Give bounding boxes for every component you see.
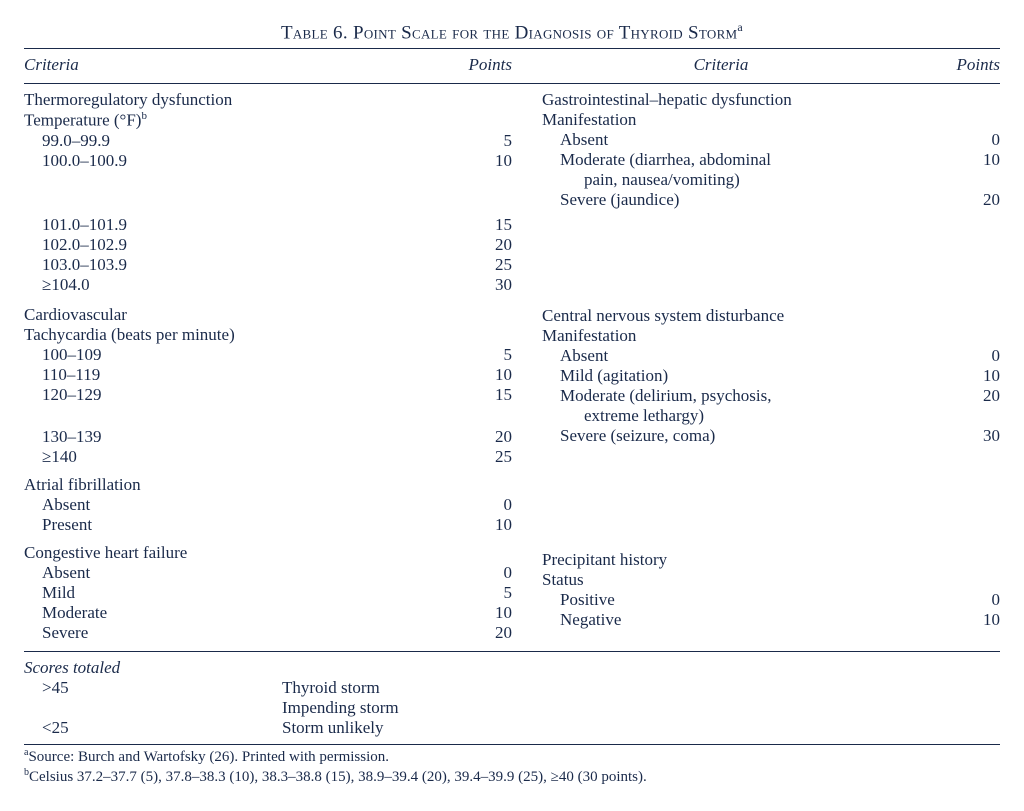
table-row: 102.0–102.920 — [24, 235, 512, 255]
table-row: 130–13920 — [24, 427, 512, 447]
subhead-cns-manifestation: Manifestation — [542, 326, 1000, 346]
subhead-temperature: Temperature (°F)b — [24, 110, 512, 131]
title-text: Point Scale for the Diagnosis of Thyroid… — [353, 22, 737, 43]
table-row: Absent0 — [24, 563, 512, 583]
scores-heading: Scores totaled — [24, 658, 1000, 678]
section-cns: Central nervous system disturbance Manif… — [542, 306, 1000, 446]
heading-thermo: Thermoregulatory dysfunction — [24, 90, 512, 110]
subhead-gi-manifestation: Manifestation — [542, 110, 1000, 130]
header-criteria-left: Criteria — [24, 55, 442, 75]
table-row: Mild5 — [24, 583, 512, 603]
heading-precip: Precipitant history — [542, 550, 1000, 570]
rule-bottom — [24, 744, 1000, 745]
table-row: 103.0–103.925 — [24, 255, 512, 275]
table-row: Negative10 — [542, 610, 1000, 630]
table-row: Severe20 — [24, 623, 512, 643]
table-row: extreme lethargy) — [542, 406, 1000, 426]
header-points-right: Points — [930, 55, 1000, 75]
table-row: Moderate10 — [24, 603, 512, 623]
footnote-a: aSource: Burch and Wartofsky (26). Print… — [24, 747, 1000, 767]
section-gi: Gastrointestinal–hepatic dysfunction Man… — [542, 90, 1000, 210]
table-row: Severe (jaundice)20 — [542, 190, 1000, 210]
subhead-chf: Congestive heart failure — [24, 543, 512, 563]
table-row: Moderate (diarrhea, abdominal10 — [542, 150, 1000, 170]
section-cardio: Cardiovascular Tachycardia (beats per mi… — [24, 305, 512, 643]
title-label: Table 6. — [281, 22, 348, 43]
score-row: Impending storm — [24, 698, 1000, 718]
heading-gi: Gastrointestinal–hepatic dysfunction — [542, 90, 1000, 110]
subhead-tachy: Tachycardia (beats per minute) — [24, 325, 512, 345]
subhead-precip-status: Status — [542, 570, 1000, 590]
table-row: Severe (seizure, coma)30 — [542, 426, 1000, 446]
section-thermo: Thermoregulatory dysfunction Temperature… — [24, 90, 512, 295]
header-criteria-right: Criteria — [512, 55, 930, 75]
subhead-afib: Atrial fibrillation — [24, 475, 512, 495]
score-row: <25 Storm unlikely — [24, 718, 1000, 738]
table-row: 101.0–101.915 — [24, 215, 512, 235]
table-row: Absent0 — [542, 346, 1000, 366]
table-row: Moderate (delirium, psychosis,20 — [542, 386, 1000, 406]
table-row: Present10 — [24, 515, 512, 535]
table-title: Table 6. Point Scale for the Diagnosis o… — [24, 20, 1000, 44]
scores-block: Scores totaled >45 Thyroid storm Impendi… — [24, 652, 1000, 738]
table-row: Mild (agitation)10 — [542, 366, 1000, 386]
table-row: Positive0 — [542, 590, 1000, 610]
table-row: Absent0 — [542, 130, 1000, 150]
title-sup: a — [737, 20, 743, 34]
score-row: >45 Thyroid storm — [24, 678, 1000, 698]
header-points-left: Points — [442, 55, 512, 75]
table-row: 100–1095 — [24, 345, 512, 365]
column-headers: Criteria Points Criteria Points — [24, 49, 1000, 83]
table-body: Thermoregulatory dysfunction Temperature… — [24, 84, 1000, 651]
table-row: 100.0–100.910 — [24, 151, 512, 171]
heading-cardio: Cardiovascular — [24, 305, 512, 325]
table-row: ≥14025 — [24, 447, 512, 467]
footnote-b: bCelsius 37.2–37.7 (5), 37.8–38.3 (10), … — [24, 767, 1000, 787]
table-row: Absent0 — [24, 495, 512, 515]
table-row: pain, nausea/vomiting) — [542, 170, 1000, 190]
section-precip: Precipitant history Status Positive0 Neg… — [542, 550, 1000, 630]
table-row: 99.0–99.95 — [24, 131, 512, 151]
table-row: ≥104.030 — [24, 275, 512, 295]
footnotes: aSource: Burch and Wartofsky (26). Print… — [24, 747, 1000, 787]
table-row: 110–11910 — [24, 365, 512, 385]
heading-cns: Central nervous system disturbance — [542, 306, 1000, 326]
table-row: 120–12915 — [24, 385, 512, 405]
